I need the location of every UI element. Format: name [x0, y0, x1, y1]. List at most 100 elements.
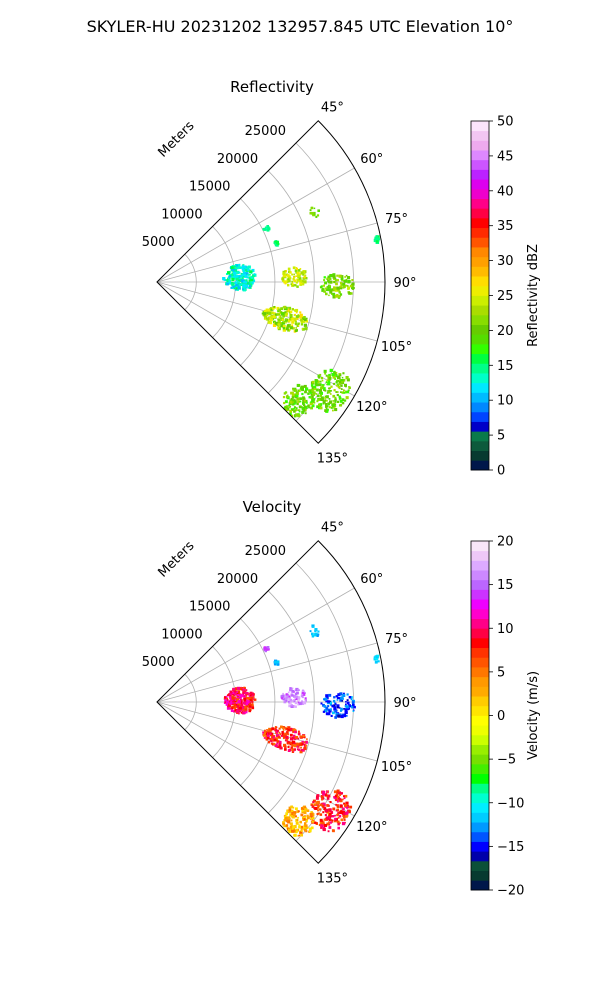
- echo-pixel: [291, 812, 295, 816]
- echo-pixel: [226, 700, 229, 704]
- echo-pixel: [295, 391, 299, 395]
- azimuth-line: [156, 701, 355, 817]
- echo-pixel: [229, 692, 233, 696]
- echo-pixel: [339, 399, 343, 403]
- echo-pixel: [265, 227, 268, 230]
- echo-pixel: [322, 827, 326, 832]
- echo-region: [261, 305, 309, 333]
- echo-pixel: [376, 656, 379, 660]
- echo-pixel: [288, 808, 291, 812]
- echo-pixel: [292, 829, 296, 833]
- angle-tick-label: 135°: [317, 451, 348, 466]
- echo-pixel: [335, 695, 338, 698]
- echo-pixel: [246, 696, 249, 700]
- colorbar-segment: [471, 608, 489, 619]
- range-tick-label: 25000: [245, 544, 286, 559]
- colorbar-segment: [471, 353, 489, 364]
- echo-pixel: [281, 277, 285, 281]
- echo-pixel: [311, 212, 315, 215]
- echo-pixel: [292, 731, 294, 733]
- angle-tick-label: 45°: [321, 101, 344, 116]
- echo-pixel: [245, 689, 248, 691]
- echo-pixel: [338, 697, 341, 700]
- echo-pixel: [296, 745, 299, 748]
- echo-pixel: [310, 397, 313, 399]
- echo-pixel: [332, 699, 336, 703]
- echo-pixel: [285, 700, 288, 702]
- echo-pixel: [332, 394, 336, 398]
- echo-pixel: [290, 391, 293, 395]
- echo-pixel: [241, 282, 245, 286]
- echo-region: [309, 368, 351, 413]
- echo-pixel: [236, 686, 240, 690]
- echo-pixel: [297, 322, 300, 325]
- echo-pixel: [295, 308, 299, 312]
- echo-pixel: [334, 403, 337, 406]
- echo-pixel: [285, 824, 289, 827]
- echo-pixel: [324, 372, 327, 375]
- echo-pixel: [292, 401, 295, 404]
- echo-pixel: [294, 403, 296, 405]
- echo-pixel: [336, 289, 339, 292]
- echo-pixel: [329, 801, 332, 804]
- echo-pixel: [321, 822, 323, 825]
- echo-pixel: [338, 814, 342, 818]
- echo-pixel: [233, 705, 236, 708]
- echo-pixel: [282, 697, 286, 701]
- colorbar-segment: [471, 725, 489, 736]
- echo-pixel: [276, 306, 280, 310]
- echo-pixel: [328, 288, 332, 292]
- echo-pixel: [298, 405, 302, 409]
- echo-pixel: [263, 648, 266, 651]
- echo-pixel: [336, 806, 339, 809]
- echo-pixel: [278, 740, 281, 743]
- echo-pixel: [291, 690, 295, 693]
- echo-pixel: [266, 729, 268, 731]
- echo-pixel: [288, 318, 291, 321]
- echo-pixel: [310, 384, 314, 387]
- echo-pixel: [336, 391, 339, 393]
- colorbar-tick-label: 0: [497, 709, 505, 724]
- echo-pixel: [332, 275, 336, 279]
- echo-pixel: [310, 803, 314, 806]
- echo-pixel: [342, 285, 346, 289]
- echo-pixel: [340, 707, 343, 711]
- echo-pixel: [337, 801, 339, 803]
- colorbar-segment: [471, 382, 489, 393]
- echo-pixel: [291, 324, 294, 327]
- echo-pixel: [377, 237, 380, 240]
- echo-pixel: [284, 408, 287, 410]
- echo-pixel: [350, 698, 353, 701]
- echo-pixel: [275, 734, 279, 738]
- echo-pixel: [322, 284, 325, 287]
- echo-pixel: [222, 277, 226, 281]
- echo-pixel: [347, 809, 351, 813]
- echo-pixel: [266, 734, 270, 738]
- echo-pixel: [319, 818, 323, 822]
- echo-pixel: [291, 308, 294, 311]
- echo-pixel: [323, 279, 326, 282]
- echo-pixel: [287, 733, 290, 736]
- echo-pixel: [327, 712, 331, 716]
- echo-pixel: [274, 726, 277, 728]
- echo-pixel: [285, 395, 289, 399]
- echo-pixel: [288, 404, 291, 407]
- echo-pixel: [287, 746, 290, 748]
- echo-pixel: [352, 710, 355, 712]
- echo-pixel: [223, 701, 227, 704]
- echo-pixel: [234, 689, 237, 692]
- echo-pixel: [303, 828, 307, 832]
- echo-pixel: [262, 731, 265, 734]
- echo-pixel: [300, 746, 302, 749]
- echo-pixel: [377, 660, 380, 663]
- echo-pixel: [266, 317, 270, 321]
- echo-pixel: [254, 698, 257, 701]
- colorbar-segment: [471, 121, 489, 132]
- echo-pixel: [345, 376, 349, 379]
- echo-pixel: [304, 740, 308, 744]
- echo-pixel: [234, 289, 237, 291]
- echo-pixel: [328, 808, 332, 812]
- echo-pixel: [250, 278, 254, 282]
- echo-pixel: [315, 215, 318, 218]
- echo-pixel: [336, 294, 339, 297]
